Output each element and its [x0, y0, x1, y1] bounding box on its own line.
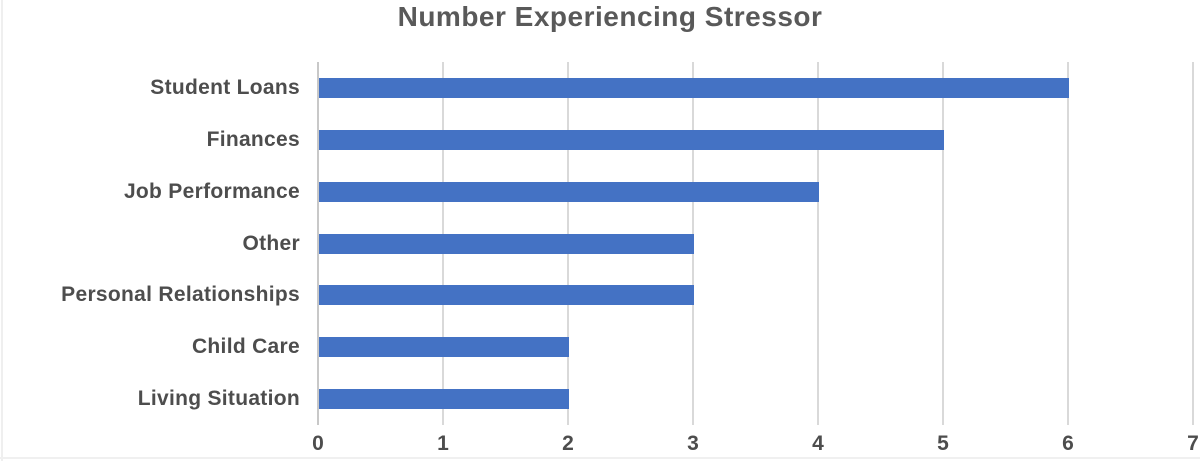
category-label: Student Loans	[150, 75, 300, 99]
x-tick-label: 1	[437, 432, 449, 455]
category-label: Living Situation	[137, 387, 300, 411]
bar-child-care	[319, 337, 569, 358]
plot-area	[317, 62, 1194, 425]
x-tick-label: 6	[1062, 432, 1074, 455]
gridline	[942, 62, 944, 425]
category-label: Other	[242, 231, 300, 255]
category-label: Finances	[206, 127, 300, 151]
bar-job-performance	[319, 181, 819, 202]
x-tick-label: 4	[812, 432, 824, 455]
category-label: Job Performance	[123, 179, 300, 203]
bar-living-situation	[319, 389, 569, 410]
bar-personal-relationships	[319, 285, 694, 306]
gridline	[1067, 62, 1069, 425]
page-edge-left	[1, 0, 3, 461]
value-axis: 0 1 2 3 4 5 6 7	[312, 431, 1199, 461]
gridline	[817, 62, 819, 425]
bar-other	[319, 233, 694, 254]
category-axis: Student Loans Finances Job Performance Othe…	[0, 62, 300, 425]
page-edge-bottom	[0, 457, 1200, 459]
x-tick-label: 5	[937, 432, 949, 455]
x-tick-label: 2	[562, 432, 574, 455]
bar-student-loans	[319, 77, 1069, 98]
x-tick-label: 0	[312, 432, 324, 455]
category-axis-line	[317, 62, 319, 425]
bar-finances	[319, 129, 944, 150]
x-tick-label: 3	[687, 432, 699, 455]
category-label: Child Care	[191, 335, 300, 359]
chart-title: Number Experiencing Stressor	[397, 1, 823, 32]
gridline	[1192, 62, 1194, 425]
x-tick-label: 7	[1187, 432, 1199, 455]
category-label: Personal Relationships	[61, 283, 300, 307]
